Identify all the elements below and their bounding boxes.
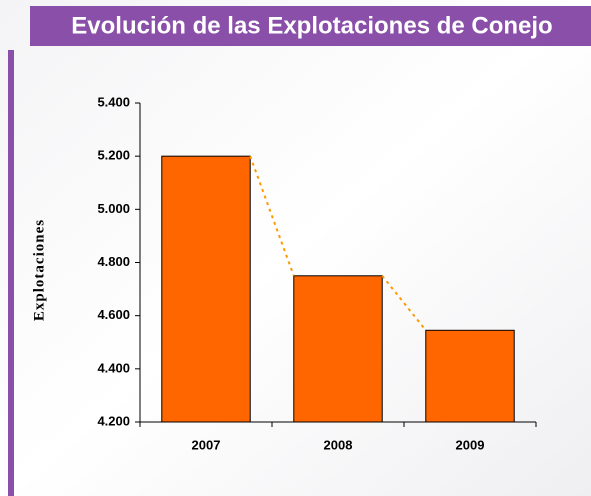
- side-bar: [8, 50, 14, 496]
- trend-line: [381, 275, 427, 331]
- bar: [425, 329, 515, 423]
- x-tick-label: 2007: [192, 437, 221, 452]
- y-tick-label: 5.000: [97, 201, 130, 216]
- y-tick-label: 5.400: [97, 94, 130, 109]
- y-tick-label: 4.200: [97, 413, 130, 428]
- y-tick-label: 5.200: [97, 148, 130, 163]
- y-tick-label: 4.800: [97, 254, 130, 269]
- header-band: [30, 6, 591, 46]
- chart-title: Evolución de las Explotaciones de Conejo: [71, 12, 552, 39]
- trend-line: [249, 155, 295, 277]
- y-tick-label: 4.400: [97, 360, 130, 375]
- y-tick-label: 4.600: [97, 307, 130, 322]
- bar: [293, 275, 383, 423]
- x-tick-label: 2009: [456, 437, 485, 452]
- x-tick-label: 2008: [324, 437, 353, 452]
- bar: [161, 155, 251, 423]
- y-axis-label: Explotaciones: [31, 219, 47, 321]
